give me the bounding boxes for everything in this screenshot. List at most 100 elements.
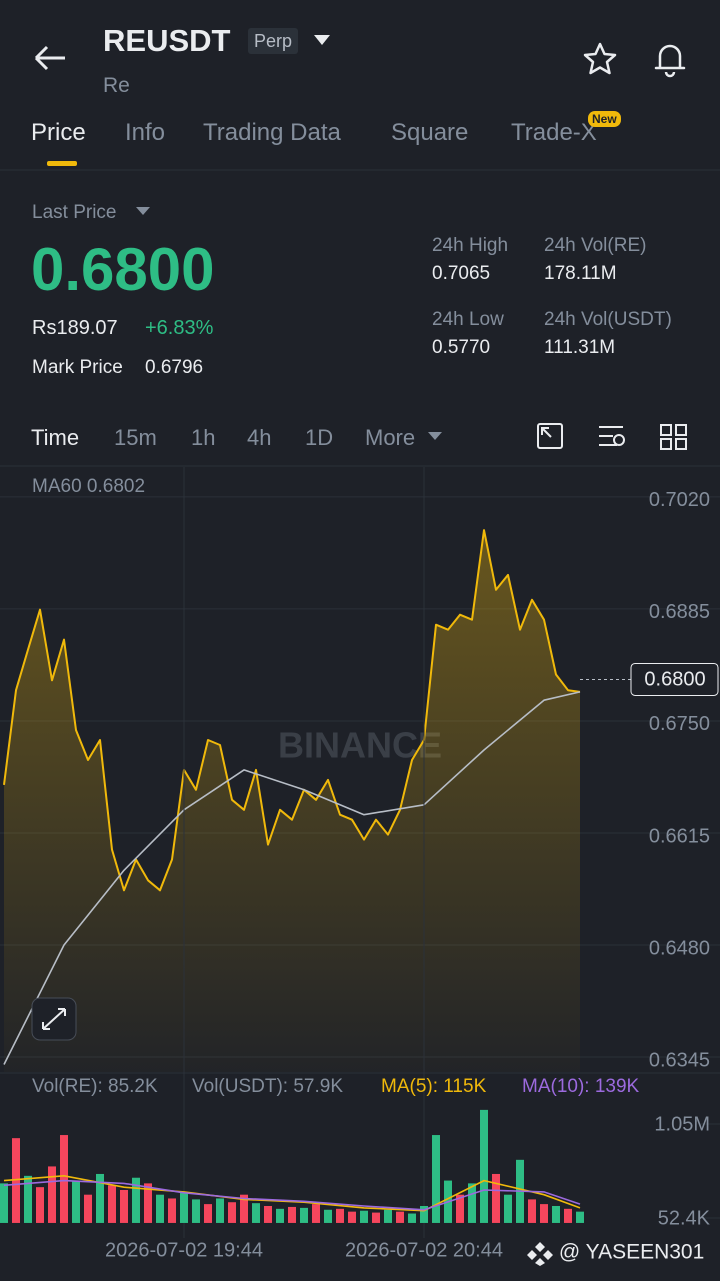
volume-bar — [96, 1173, 104, 1223]
tab[interactable]: Trading Data — [203, 119, 341, 146]
x-tick-label: 2026-07-02 20:44 — [345, 1239, 503, 1261]
interval[interactable]: 4h — [247, 425, 272, 450]
volume-bar — [348, 1211, 356, 1223]
volume-bar — [312, 1204, 320, 1223]
volume-bar — [168, 1198, 176, 1223]
volume-bar — [360, 1210, 368, 1223]
volume-bar — [120, 1189, 128, 1223]
last-price-label: 0.6800 — [644, 669, 705, 691]
mark-price: 0.6796 — [145, 357, 204, 378]
volume-bar — [504, 1194, 512, 1223]
stat-label: 24h Vol(USDT) — [544, 309, 672, 330]
volume-bar — [264, 1205, 272, 1223]
stat-value: 111.31M — [544, 337, 616, 358]
volume-bar — [324, 1209, 332, 1223]
volume-bar — [240, 1194, 248, 1223]
volume-bar — [252, 1203, 260, 1223]
volume-bar — [228, 1202, 236, 1223]
volume-bar — [144, 1183, 152, 1223]
y-tick-label: 0.7020 — [649, 489, 710, 511]
volume-bar — [156, 1194, 164, 1223]
y-tick-label: 0.6885 — [649, 601, 710, 623]
price-area — [4, 530, 580, 1072]
price-line — [3, 529, 581, 892]
y-tick-label: 52.4K — [658, 1207, 711, 1229]
tab[interactable]: Info — [125, 119, 166, 146]
y-tick-label: 0.6615 — [649, 825, 710, 847]
caret[interactable] — [313, 34, 331, 46]
subtitle: Re — [103, 74, 130, 97]
volume-bar — [456, 1194, 464, 1223]
volume-bar — [0, 1183, 8, 1223]
volume-bar — [288, 1206, 296, 1223]
tab[interactable]: Square — [391, 119, 469, 146]
ma-line — [3, 1174, 581, 1212]
volume-bar — [540, 1204, 548, 1223]
badge: Perp — [248, 28, 299, 54]
volume-bar — [48, 1166, 56, 1223]
interval[interactable]: Time — [31, 425, 80, 450]
legend: MA(10): 139K — [522, 1076, 640, 1097]
y-tick-label: 0.6480 — [649, 937, 710, 959]
chart-tools[interactable] — [537, 423, 689, 451]
back-button[interactable] — [33, 44, 67, 72]
volume-bar — [216, 1198, 224, 1223]
last-price-label[interactable]: Last Price — [32, 202, 117, 223]
alert[interactable] — [652, 40, 688, 78]
stat-label: 24h Low — [432, 309, 504, 330]
volume-bar — [432, 1135, 440, 1223]
ma-line — [3, 1179, 581, 1211]
volume-bar — [24, 1175, 32, 1223]
credit-text: @ YASEEN301 — [558, 1240, 705, 1264]
volume-bar — [564, 1208, 572, 1223]
volume-bar — [84, 1194, 92, 1223]
y-tick-label: 0.6345 — [649, 1049, 710, 1071]
interval[interactable]: More — [365, 425, 416, 450]
credit: @ YASEEN301 — [527, 1240, 704, 1266]
price-line — [3, 691, 581, 1065]
legend: MA60 0.6802 — [32, 476, 145, 497]
caret — [136, 207, 150, 215]
favorite[interactable] — [582, 41, 618, 77]
y-tick-label: 0.6750 — [649, 713, 710, 735]
volume-bar — [300, 1207, 308, 1223]
volume-bar — [60, 1135, 68, 1223]
last-price-tag — [630, 662, 719, 696]
stat-value: 178.11M — [544, 263, 617, 284]
tab[interactable]: Price — [31, 119, 86, 146]
volume-bar — [276, 1208, 284, 1223]
mark-price-label: Mark Price — [32, 357, 123, 378]
x-tick-label: 2026-07-02 19:44 — [105, 1239, 263, 1261]
logo — [527, 1242, 553, 1266]
symbol[interactable]: REUSDT — [103, 23, 231, 58]
stat-label: 24h High — [432, 235, 509, 256]
legend: Vol(USDT): 57.9K — [192, 1076, 343, 1097]
volume-bar — [192, 1199, 200, 1223]
y-tick-label: 1.05M — [654, 1113, 710, 1135]
volume-bar — [468, 1183, 476, 1223]
stat-label: 24h Vol(RE) — [544, 235, 647, 256]
interval[interactable]: 1h — [191, 425, 216, 450]
volume-bar — [180, 1192, 188, 1223]
volume-bar — [552, 1205, 560, 1223]
interval[interactable]: 15m — [114, 425, 157, 450]
volume-bar — [36, 1187, 44, 1223]
volume-bar — [576, 1211, 584, 1223]
stat-value: 0.5770 — [432, 337, 491, 358]
legend: MA(5): 115K — [381, 1076, 487, 1097]
volume-bar — [528, 1199, 536, 1223]
new-badge: New — [588, 111, 621, 127]
interval[interactable]: 1D — [305, 425, 334, 450]
legend: Vol(RE): 85.2K — [32, 1076, 158, 1097]
expand-button[interactable] — [31, 997, 77, 1041]
last-price: 0.6800 — [31, 236, 215, 303]
volume-bar — [132, 1177, 140, 1223]
volume-bar — [108, 1185, 116, 1223]
volume-bar — [408, 1213, 416, 1223]
change: +6.83% — [145, 317, 214, 339]
tab[interactable]: Trade-X — [511, 119, 597, 146]
volume-bar — [384, 1209, 392, 1223]
volume-bar — [72, 1180, 80, 1223]
